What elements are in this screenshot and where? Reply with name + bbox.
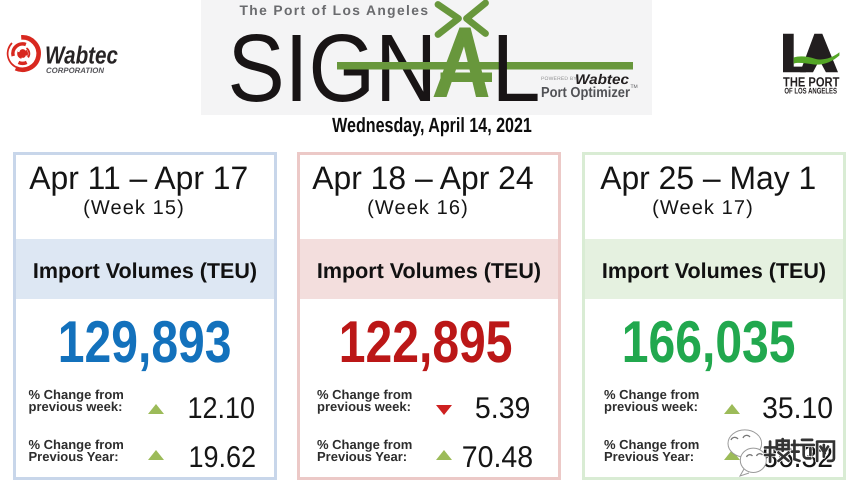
svg-text:Port Optimizer: Port Optimizer <box>541 85 630 101</box>
svg-text:The Port of Los Angeles: The Port of Los Angeles <box>240 3 429 18</box>
svg-text:CORPORATION: CORPORATION <box>46 66 104 75</box>
svg-text:L: L <box>492 15 541 115</box>
svg-text:THE PORT: THE PORT <box>783 75 840 90</box>
svg-text:Wabtec: Wabtec <box>575 71 629 87</box>
svg-text:Wabtec: Wabtec <box>45 43 118 70</box>
svg-text:TM: TM <box>631 84 638 90</box>
svg-text:POWERED BY: POWERED BY <box>541 76 577 82</box>
svg-text:OF LOS ANGELES: OF LOS ANGELES <box>784 86 837 95</box>
